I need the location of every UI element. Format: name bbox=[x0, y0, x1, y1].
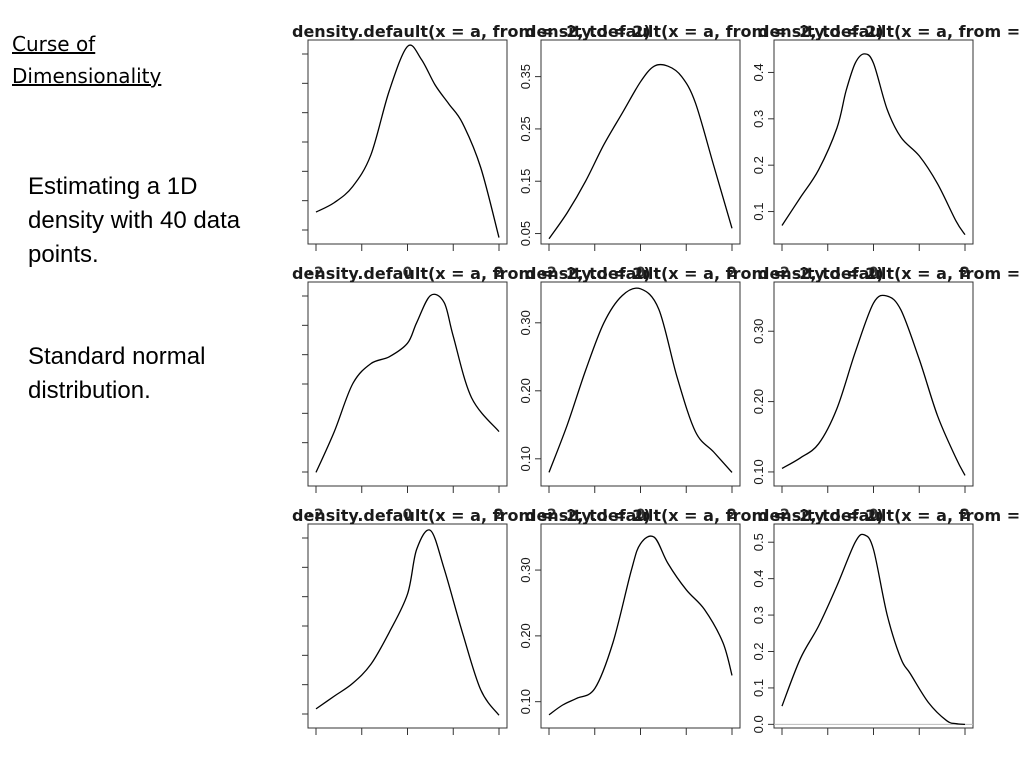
x-tick-label: 2 bbox=[727, 507, 737, 523]
x-tick-label: -2 bbox=[541, 507, 557, 523]
y-tick-label: 0.10 bbox=[518, 446, 533, 471]
y-tick-label: 0.1 bbox=[751, 203, 766, 221]
x-tick-label: 0 bbox=[636, 265, 646, 281]
description-distribution: Standard normal distribution. bbox=[28, 343, 206, 404]
x-tick-label: 2 bbox=[960, 507, 970, 523]
y-tick-label: 0.2 bbox=[751, 156, 766, 174]
x-tick-label: 2 bbox=[727, 265, 737, 281]
plot-title: density.default(x = a, from = -2, to = 2… bbox=[758, 264, 1024, 283]
plot-title: density.default(x = a, from = -2, to = 2… bbox=[525, 22, 884, 41]
plot-frame bbox=[307, 523, 508, 729]
y-tick-label: 0.3 bbox=[751, 110, 766, 128]
x-tick-label: -2 bbox=[774, 507, 790, 523]
density-curve bbox=[315, 44, 500, 238]
density-curve bbox=[548, 63, 733, 240]
y-tick-label: 0.2 bbox=[751, 642, 766, 660]
y-tick-label: 0.4 bbox=[751, 570, 766, 588]
x-tick-label: 0 bbox=[403, 265, 413, 281]
density-plot-1: density.default(x = a, from = -2, to = 2… bbox=[292, 22, 651, 251]
density-curve bbox=[315, 529, 500, 716]
y-tick-label: 0.3 bbox=[751, 606, 766, 624]
density-curve bbox=[548, 535, 733, 716]
plot-title: density.default(x = a, from = -2, to = 2… bbox=[758, 506, 1024, 525]
density-plot-6: density.default(x = a, from = -2, to = 2… bbox=[751, 264, 1024, 493]
slide-title: Curse of Dimensionality bbox=[12, 32, 162, 88]
density-plot-8: density.default(x = a, from = -2, to = 2… bbox=[518, 506, 884, 735]
y-tick-label: 0.20 bbox=[518, 378, 533, 403]
x-tick-label: 2 bbox=[960, 265, 970, 281]
x-tick-label: -2 bbox=[308, 265, 324, 281]
density-plot-9: density.default(x = a, from = -2, to = 2… bbox=[751, 506, 1024, 735]
description-sample-size: Estimating a 1D density with 40 data poi… bbox=[28, 173, 241, 268]
plot-frame bbox=[540, 281, 741, 487]
density-plot-2: density.default(x = a, from = -2, to = 2… bbox=[518, 22, 884, 251]
density-plot-7: density.default(x = a, from = -2, to = 2… bbox=[292, 506, 651, 735]
y-tick-label: 0.20 bbox=[751, 389, 766, 414]
density-plot-4: density.default(x = a, from = -2, to = 2… bbox=[292, 264, 651, 493]
y-tick-label: 0.5 bbox=[751, 533, 766, 551]
x-tick-label: -2 bbox=[774, 265, 790, 281]
y-tick-label: 0.4 bbox=[751, 63, 766, 81]
x-tick-label: 0 bbox=[403, 507, 413, 523]
plot-title: density.default(x = a, from = -2, to = 2… bbox=[292, 22, 651, 41]
y-tick-label: 0.30 bbox=[751, 319, 766, 344]
x-tick-label: 0 bbox=[869, 507, 879, 523]
plot-frame bbox=[773, 39, 974, 245]
x-tick-label: -2 bbox=[541, 265, 557, 281]
y-tick-label: 0.0 bbox=[751, 715, 766, 733]
x-tick-label: 2 bbox=[494, 507, 504, 523]
plot-title: density.default(x = a, from = -2, to = 2… bbox=[525, 264, 884, 283]
y-tick-label: 0.30 bbox=[518, 557, 533, 582]
density-curve bbox=[781, 533, 966, 726]
x-tick-label: 0 bbox=[869, 265, 879, 281]
y-tick-label: 0.30 bbox=[518, 310, 533, 335]
density-curve bbox=[781, 53, 966, 236]
plot-frame bbox=[540, 523, 741, 729]
density-curve bbox=[315, 293, 500, 473]
y-tick-label: 0.20 bbox=[518, 623, 533, 648]
plot-frame bbox=[307, 281, 508, 487]
plot-title: density.default(x = a, from = -2, to = 2… bbox=[292, 506, 651, 525]
x-tick-label: 2 bbox=[494, 265, 504, 281]
plot-title: density.default(x = a, from = -2, to = 2… bbox=[292, 264, 651, 283]
density-plot-3: density.default(x = a, from = -2, to = 2… bbox=[751, 22, 1024, 251]
y-tick-label: 0.10 bbox=[751, 459, 766, 484]
y-tick-label: 0.05 bbox=[518, 221, 533, 246]
plot-frame bbox=[540, 39, 741, 245]
density-curve bbox=[548, 287, 733, 473]
y-tick-label: 0.35 bbox=[518, 64, 533, 89]
plot-frame bbox=[773, 523, 974, 729]
x-tick-label: -2 bbox=[308, 507, 324, 523]
y-tick-label: 0.10 bbox=[518, 689, 533, 714]
plot-title: density.default(x = a, from = -2, to = 2… bbox=[525, 506, 884, 525]
y-tick-label: 0.25 bbox=[518, 116, 533, 141]
density-curve bbox=[781, 294, 966, 476]
density-plot-5: density.default(x = a, from = -2, to = 2… bbox=[518, 264, 884, 493]
plot-title: density.default(x = a, from = -2, to = 2… bbox=[758, 22, 1024, 41]
y-tick-label: 0.1 bbox=[751, 679, 766, 697]
y-tick-label: 0.15 bbox=[518, 169, 533, 194]
plot-frame bbox=[307, 39, 508, 245]
x-tick-label: 0 bbox=[636, 507, 646, 523]
